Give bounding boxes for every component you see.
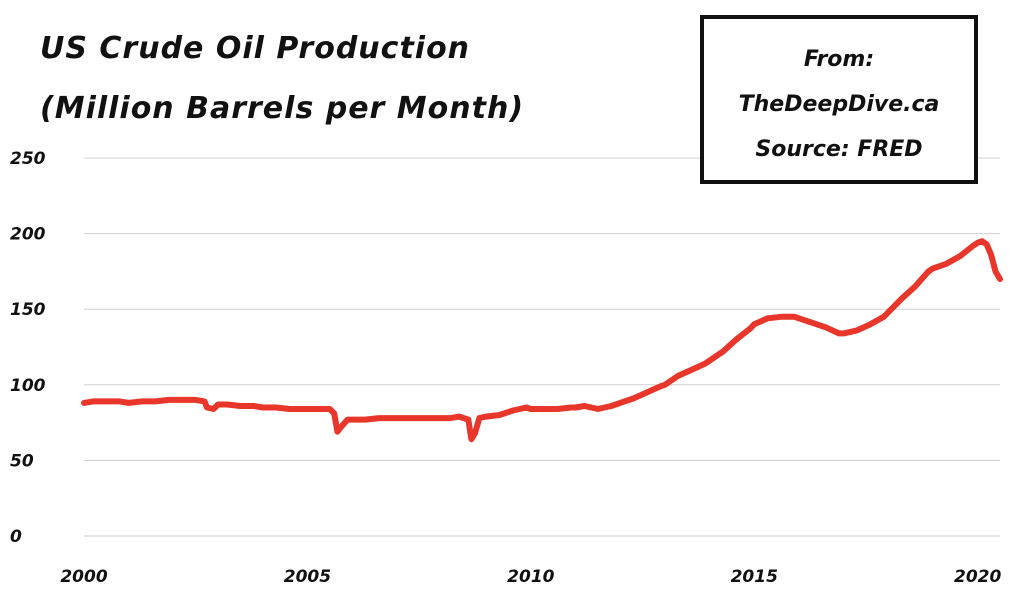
y-tick-label: 100 bbox=[10, 376, 46, 396]
y-tick-label: 50 bbox=[10, 451, 34, 471]
chart-title: US Crude Oil Production bbox=[40, 31, 470, 66]
x-tick-label: 2000 bbox=[60, 567, 107, 587]
x-tick-label: 2020 bbox=[954, 567, 1001, 587]
grid-lines bbox=[84, 157, 1000, 537]
source-box-line2: TheDeepDive.ca bbox=[739, 92, 940, 117]
source-box: From: TheDeepDive.ca Source: FRED bbox=[700, 15, 978, 184]
source-box-line1: From: bbox=[804, 47, 874, 72]
x-tick-label: 2005 bbox=[284, 567, 331, 587]
x-axis-ticks: 2000 2005 2010 2015 2020 bbox=[60, 567, 1001, 587]
x-tick-label: 2015 bbox=[731, 567, 778, 587]
x-tick-label: 2010 bbox=[507, 567, 554, 587]
source-box-border bbox=[700, 15, 978, 184]
y-tick-label: 200 bbox=[10, 225, 46, 245]
y-tick-label: 150 bbox=[10, 300, 46, 320]
y-tick-label: 250 bbox=[10, 149, 46, 169]
chart-subtitle: (Million Barrels per Month) bbox=[40, 91, 524, 126]
series-line-crude-oil bbox=[81, 238, 1003, 443]
source-box-line3: Source: FRED bbox=[755, 137, 922, 162]
y-tick-label: 0 bbox=[10, 527, 22, 547]
y-axis-ticks: 0 50 100 150 200 250 bbox=[10, 149, 46, 547]
